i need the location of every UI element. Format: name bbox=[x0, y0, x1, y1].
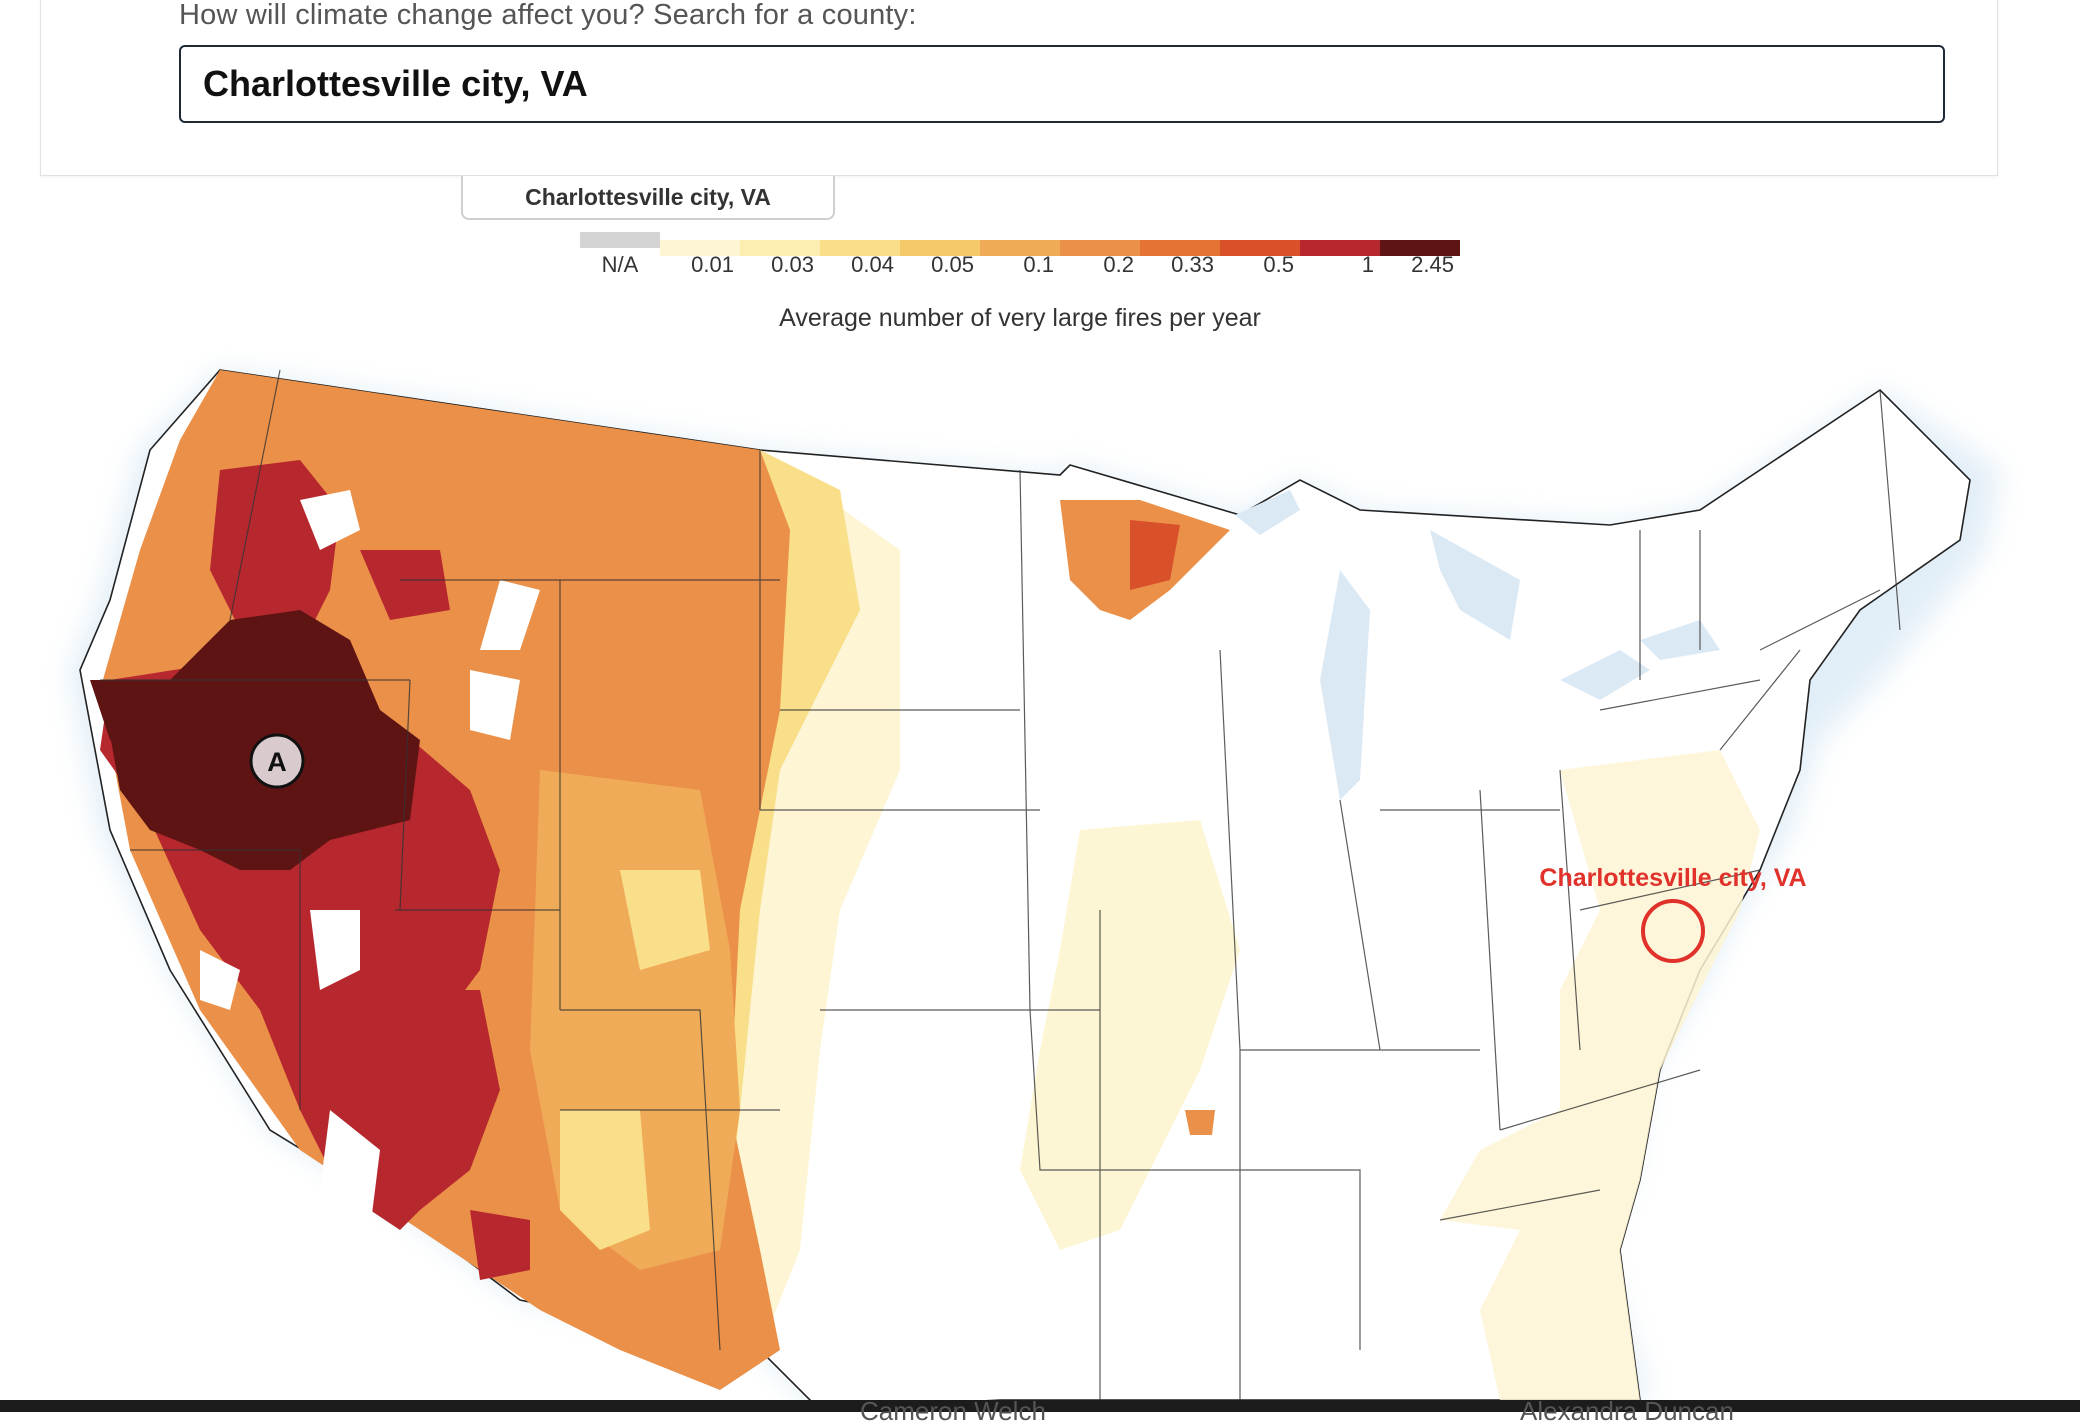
selected-county-tab[interactable]: Charlottesville city, VA bbox=[461, 176, 835, 220]
legend-scale: N/A 0.01 0.03 0.04 0.05 0.1 0.2 0.33 0.5 1 2.45 bbox=[580, 232, 1460, 277]
west-fire-area-yellow bbox=[560, 870, 710, 1250]
southwest-high bbox=[350, 990, 530, 1280]
us-county-map[interactable]: A Charlottesville city, VA bbox=[0, 350, 2080, 1411]
arkansas-fire-patch bbox=[1185, 1110, 1215, 1135]
legend-swatch bbox=[1060, 240, 1140, 256]
legend-swatch bbox=[1300, 240, 1380, 256]
legend-tick-label: 0.03 bbox=[771, 252, 814, 277]
bottom-strip: Cameron Welch Alexandra Duncan bbox=[0, 1396, 2080, 1426]
legend-swatch bbox=[1140, 240, 1220, 256]
legend-swatch bbox=[1220, 240, 1300, 256]
highlighted-county[interactable]: Charlottesville city, VA bbox=[1539, 864, 1807, 963]
legend-swatch bbox=[740, 240, 820, 256]
legend-tick-label: 0.1 bbox=[1023, 252, 1054, 277]
state-borders bbox=[100, 369, 1901, 1400]
legend-tick-label: 0.04 bbox=[851, 252, 894, 277]
marker-a-label: A bbox=[267, 747, 287, 777]
legend-tick-label: 0.05 bbox=[931, 252, 974, 277]
legend-swatch bbox=[1380, 240, 1460, 256]
county-search-input[interactable] bbox=[179, 45, 1945, 123]
legend-tick-label: 0.2 bbox=[1103, 252, 1134, 277]
great-lakes bbox=[1235, 490, 1720, 800]
legend-swatch bbox=[900, 240, 980, 256]
legend-swatch bbox=[660, 240, 740, 256]
legend-tick-label: 1 bbox=[1362, 252, 1374, 277]
minnesota-fire-dark bbox=[1130, 520, 1180, 590]
map-legend: N/A 0.01 0.03 0.04 0.05 0.1 0.2 0.33 0.5 1 2.45 Av… bbox=[580, 232, 1460, 342]
legend-na-swatch bbox=[580, 232, 660, 248]
legend-title: Average number of very large fires per y… bbox=[779, 304, 1261, 332]
legend-tick-label: 0.5 bbox=[1263, 252, 1294, 277]
legend-na-label: N/A bbox=[602, 252, 639, 277]
east-low-risk-area bbox=[1440, 750, 1760, 1400]
legend-tick-label: 2.45 bbox=[1411, 252, 1454, 277]
highlighted-county-label: Charlottesville city, VA bbox=[1539, 864, 1806, 892]
search-prompt: How will climate change affect you? Sear… bbox=[179, 0, 917, 31]
search-panel: How will climate change affect you? Sear… bbox=[40, 0, 1998, 176]
legend-tick-label: 0.33 bbox=[1171, 252, 1214, 277]
central-low-risk-area bbox=[1020, 820, 1240, 1250]
legend-tick-label: 0.01 bbox=[691, 252, 734, 277]
highlight-circle bbox=[1641, 899, 1705, 963]
very-high-west bbox=[90, 680, 170, 740]
map-marker-a[interactable]: A bbox=[249, 733, 305, 789]
legend-swatch bbox=[980, 240, 1060, 256]
northwest-high bbox=[210, 460, 450, 650]
map-svg[interactable]: A Charlottesville city, VA bbox=[0, 350, 2080, 1411]
legend-swatch bbox=[820, 240, 900, 256]
